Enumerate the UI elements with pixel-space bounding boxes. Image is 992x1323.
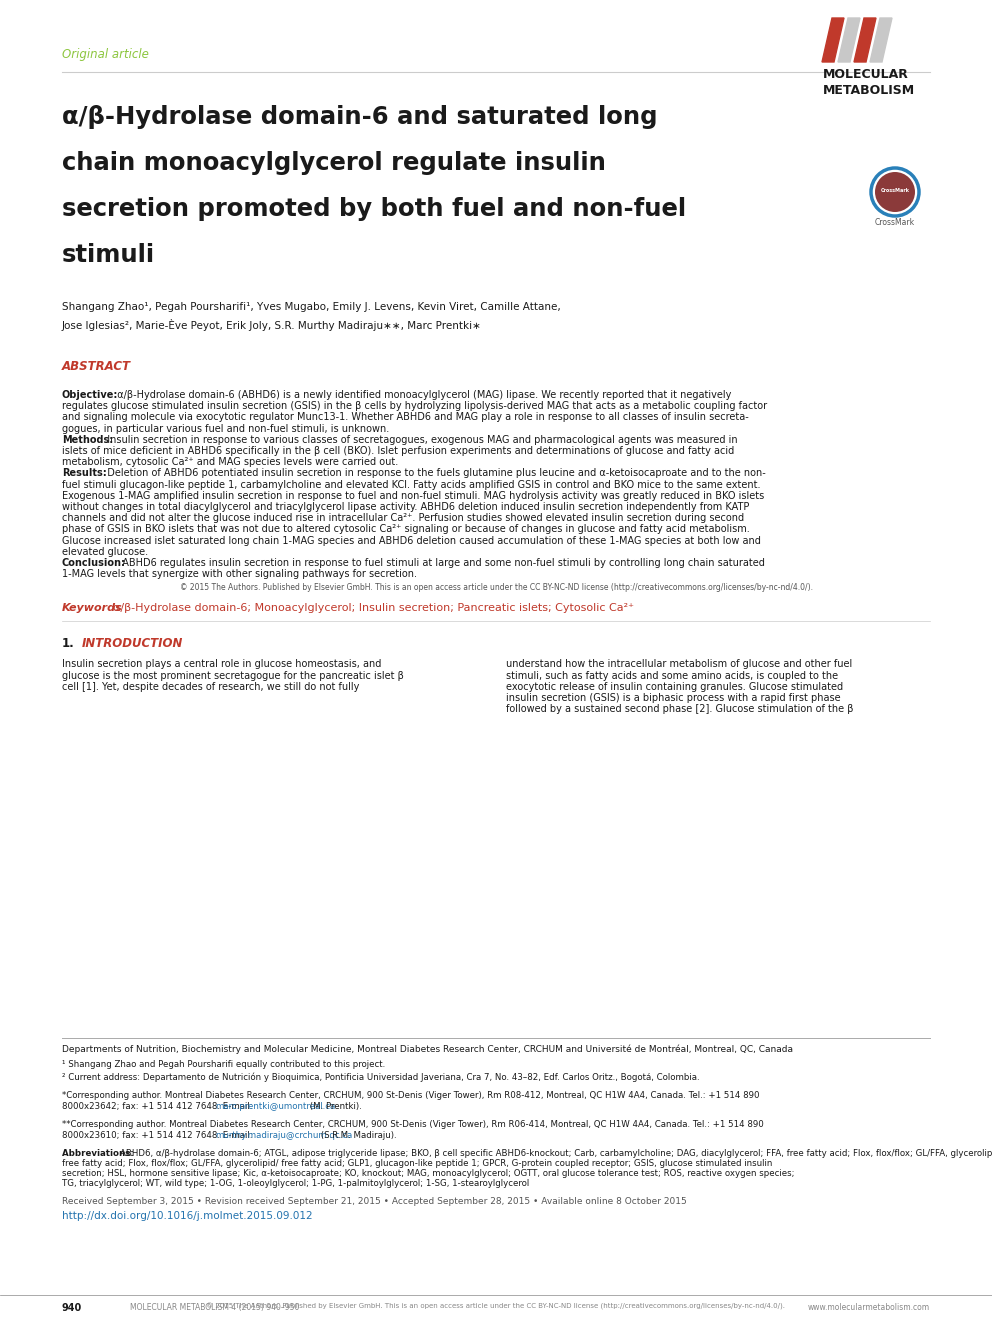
Text: Objective:: Objective: (62, 390, 118, 400)
Text: © 2015 The Authors. Published by Elsevier GmbH. This is an open access article u: © 2015 The Authors. Published by Elsevie… (206, 1303, 786, 1310)
Text: and signaling molecule via exocytotic regulator Munc13-1. Whether ABHD6 and MAG : and signaling molecule via exocytotic re… (62, 413, 749, 422)
Text: without changes in total diacylglycerol and triacylglycerol lipase activity. ABH: without changes in total diacylglycerol … (62, 501, 749, 512)
Circle shape (875, 172, 915, 212)
Text: CrossMark: CrossMark (875, 218, 915, 228)
Text: murthy.madiraju@crchum.qc.ca: murthy.madiraju@crchum.qc.ca (215, 1131, 352, 1140)
Text: Conclusion:: Conclusion: (62, 558, 126, 568)
Text: ABSTRACT: ABSTRACT (62, 360, 131, 373)
Text: 1-MAG levels that synergize with other signaling pathways for secretion.: 1-MAG levels that synergize with other s… (62, 569, 417, 579)
Text: islets of mice deficient in ABHD6 specifically in the β cell (BKO). Islet perfus: islets of mice deficient in ABHD6 specif… (62, 446, 734, 456)
Text: Exogenous 1-MAG amplified insulin secretion in response to fuel and non-fuel sti: Exogenous 1-MAG amplified insulin secret… (62, 491, 764, 501)
Text: MOLECULAR METABOLISM 4 (2015) 940–950: MOLECULAR METABOLISM 4 (2015) 940–950 (130, 1303, 300, 1312)
Text: MOLECULAR
METABOLISM: MOLECULAR METABOLISM (823, 67, 916, 98)
Text: regulates glucose stimulated insulin secretion (GSIS) in the β cells by hydrolyz: regulates glucose stimulated insulin sec… (62, 401, 767, 411)
Text: © 2015 The Authors. Published by Elsevier GmbH. This is an open access article u: © 2015 The Authors. Published by Elsevie… (180, 583, 812, 593)
Text: *Corresponding author. Montreal Diabetes Research Center, CRCHUM, 900 St-Denis (: *Corresponding author. Montreal Diabetes… (62, 1091, 760, 1099)
Text: ABHD6, α/β-hydrolase domain-6; ATGL, adipose triglyceride lipase; BKO, β cell sp: ABHD6, α/β-hydrolase domain-6; ATGL, adi… (120, 1148, 992, 1158)
Text: CrossMark: CrossMark (881, 188, 910, 193)
Text: 1.: 1. (62, 638, 74, 651)
Text: http://dx.doi.org/10.1016/j.molmet.2015.09.012: http://dx.doi.org/10.1016/j.molmet.2015.… (62, 1211, 312, 1221)
Text: www.molecularmetabolism.com: www.molecularmetabolism.com (807, 1303, 930, 1312)
Text: marc.prentki@umontreal.ca: marc.prentki@umontreal.ca (215, 1102, 335, 1111)
Text: Deletion of ABHD6 potentiated insulin secretion in response to the fuels glutami: Deletion of ABHD6 potentiated insulin se… (101, 468, 766, 479)
Polygon shape (870, 19, 892, 62)
Text: INTRODUCTION: INTRODUCTION (82, 638, 184, 651)
Text: Shangang Zhao¹, Pegah Poursharifi¹, Yves Mugabo, Emily J. Levens, Kevin Viret, C: Shangang Zhao¹, Pegah Poursharifi¹, Yves… (62, 302, 560, 312)
Text: cell [1]. Yet, despite decades of research, we still do not fully: cell [1]. Yet, despite decades of resear… (62, 681, 359, 692)
Text: Original article: Original article (62, 48, 149, 61)
Text: ² Current address: Departamento de Nutrición y Bioquimica, Pontificia Universida: ² Current address: Departamento de Nutri… (62, 1073, 699, 1082)
Text: elevated glucose.: elevated glucose. (62, 546, 148, 557)
Text: secretion promoted by both fuel and non-fuel: secretion promoted by both fuel and non-… (62, 197, 686, 221)
Polygon shape (838, 19, 860, 62)
Text: Received September 3, 2015 • Revision received September 21, 2015 • Accepted Sep: Received September 3, 2015 • Revision re… (62, 1197, 686, 1207)
Text: Glucose increased islet saturated long chain 1-MAG species and ABHD6 deletion ca: Glucose increased islet saturated long c… (62, 536, 761, 545)
Text: free fatty acid; Flox, flox/flox; GL/FFA, glycerolipid/ free fatty acid; GLP1, g: free fatty acid; Flox, flox/flox; GL/FFA… (62, 1159, 773, 1168)
Text: Departments of Nutrition, Biochemistry and Molecular Medicine, Montreal Diabetes: Departments of Nutrition, Biochemistry a… (62, 1045, 793, 1054)
Text: glucose is the most prominent secretagogue for the pancreatic islet β: glucose is the most prominent secretagog… (62, 671, 404, 680)
Text: followed by a sustained second phase [2]. Glucose stimulation of the β: followed by a sustained second phase [2]… (506, 704, 853, 714)
Text: α/β-Hydrolase domain-6 and saturated long: α/β-Hydrolase domain-6 and saturated lon… (62, 105, 658, 130)
Text: chain monoacylglycerol regulate insulin: chain monoacylglycerol regulate insulin (62, 151, 606, 175)
Text: secretion; HSL, hormone sensitive lipase; Kic, α-ketoisocaproate; KO, knockout; : secretion; HSL, hormone sensitive lipase… (62, 1170, 795, 1177)
Text: channels and did not alter the glucose induced rise in intracellular Ca²⁺. Perfu: channels and did not alter the glucose i… (62, 513, 744, 523)
Text: α/β-Hydrolase domain-6 (ABHD6) is a newly identified monoacylglycerol (MAG) lipa: α/β-Hydrolase domain-6 (ABHD6) is a newl… (111, 390, 731, 400)
Text: Results:: Results: (62, 468, 107, 479)
Text: 8000x23610; fax: +1 514 412 7648. E-mail:: 8000x23610; fax: +1 514 412 7648. E-mail… (62, 1131, 255, 1140)
Text: Insulin secretion in response to various classes of secretagogues, exogenous MAG: Insulin secretion in response to various… (101, 435, 738, 445)
Text: metabolism, cytosolic Ca²⁺ and MAG species levels were carried out.: metabolism, cytosolic Ca²⁺ and MAG speci… (62, 458, 398, 467)
Text: (S.R.M. Madiraju).: (S.R.M. Madiraju). (317, 1131, 396, 1140)
Text: **Corresponding author. Montreal Diabetes Research Center, CRCHUM, 900 St-Denis : **Corresponding author. Montreal Diabete… (62, 1121, 764, 1129)
Polygon shape (854, 19, 876, 62)
Text: 940: 940 (62, 1303, 82, 1312)
Text: insulin secretion (GSIS) is a biphasic process with a rapid first phase: insulin secretion (GSIS) is a biphasic p… (506, 693, 840, 703)
Text: gogues, in particular various fuel and non-fuel stimuli, is unknown.: gogues, in particular various fuel and n… (62, 423, 389, 434)
Text: 8000x23642; fax: +1 514 412 7648. E-mail:: 8000x23642; fax: +1 514 412 7648. E-mail… (62, 1102, 255, 1111)
Text: Insulin secretion plays a central role in glucose homeostasis, and: Insulin secretion plays a central role i… (62, 659, 381, 669)
Text: ¹ Shangang Zhao and Pegah Poursharifi equally contributed to this project.: ¹ Shangang Zhao and Pegah Poursharifi eq… (62, 1060, 385, 1069)
Text: stimuli: stimuli (62, 243, 155, 267)
Text: exocytotic release of insulin containing granules. Glucose stimulated: exocytotic release of insulin containing… (506, 681, 843, 692)
Text: fuel stimuli glucagon-like peptide 1, carbamylcholine and elevated KCl. Fatty ac: fuel stimuli glucagon-like peptide 1, ca… (62, 480, 761, 490)
Text: α/β-Hydrolase domain-6; Monoacylglycerol; Insulin secretion; Pancreatic islets; : α/β-Hydrolase domain-6; Monoacylglycerol… (106, 603, 634, 614)
Text: Jose Iglesias², Marie-Ève Peyot, Erik Joly, S.R. Murthy Madiraju∗∗, Marc Prentki: Jose Iglesias², Marie-Ève Peyot, Erik Jo… (62, 319, 482, 331)
Text: Abbreviations:: Abbreviations: (62, 1148, 137, 1158)
Text: Keywords: Keywords (62, 603, 123, 614)
Text: understand how the intracellular metabolism of glucose and other fuel: understand how the intracellular metabol… (506, 659, 852, 669)
Text: ABHD6 regulates insulin secretion in response to fuel stimuli at large and some : ABHD6 regulates insulin secretion in res… (116, 558, 765, 568)
Text: stimuli, such as fatty acids and some amino acids, is coupled to the: stimuli, such as fatty acids and some am… (506, 671, 838, 680)
Polygon shape (822, 19, 844, 62)
Text: Methods:: Methods: (62, 435, 113, 445)
Text: phase of GSIS in BKO islets that was not due to altered cytosolic Ca²⁺ signaling: phase of GSIS in BKO islets that was not… (62, 524, 750, 534)
Text: TG, triacylglycerol; WT, wild type; 1-OG, 1-oleoylglycerol; 1-PG, 1-palmitoylgly: TG, triacylglycerol; WT, wild type; 1-OG… (62, 1179, 530, 1188)
Text: (M. Prentki).: (M. Prentki). (307, 1102, 361, 1111)
